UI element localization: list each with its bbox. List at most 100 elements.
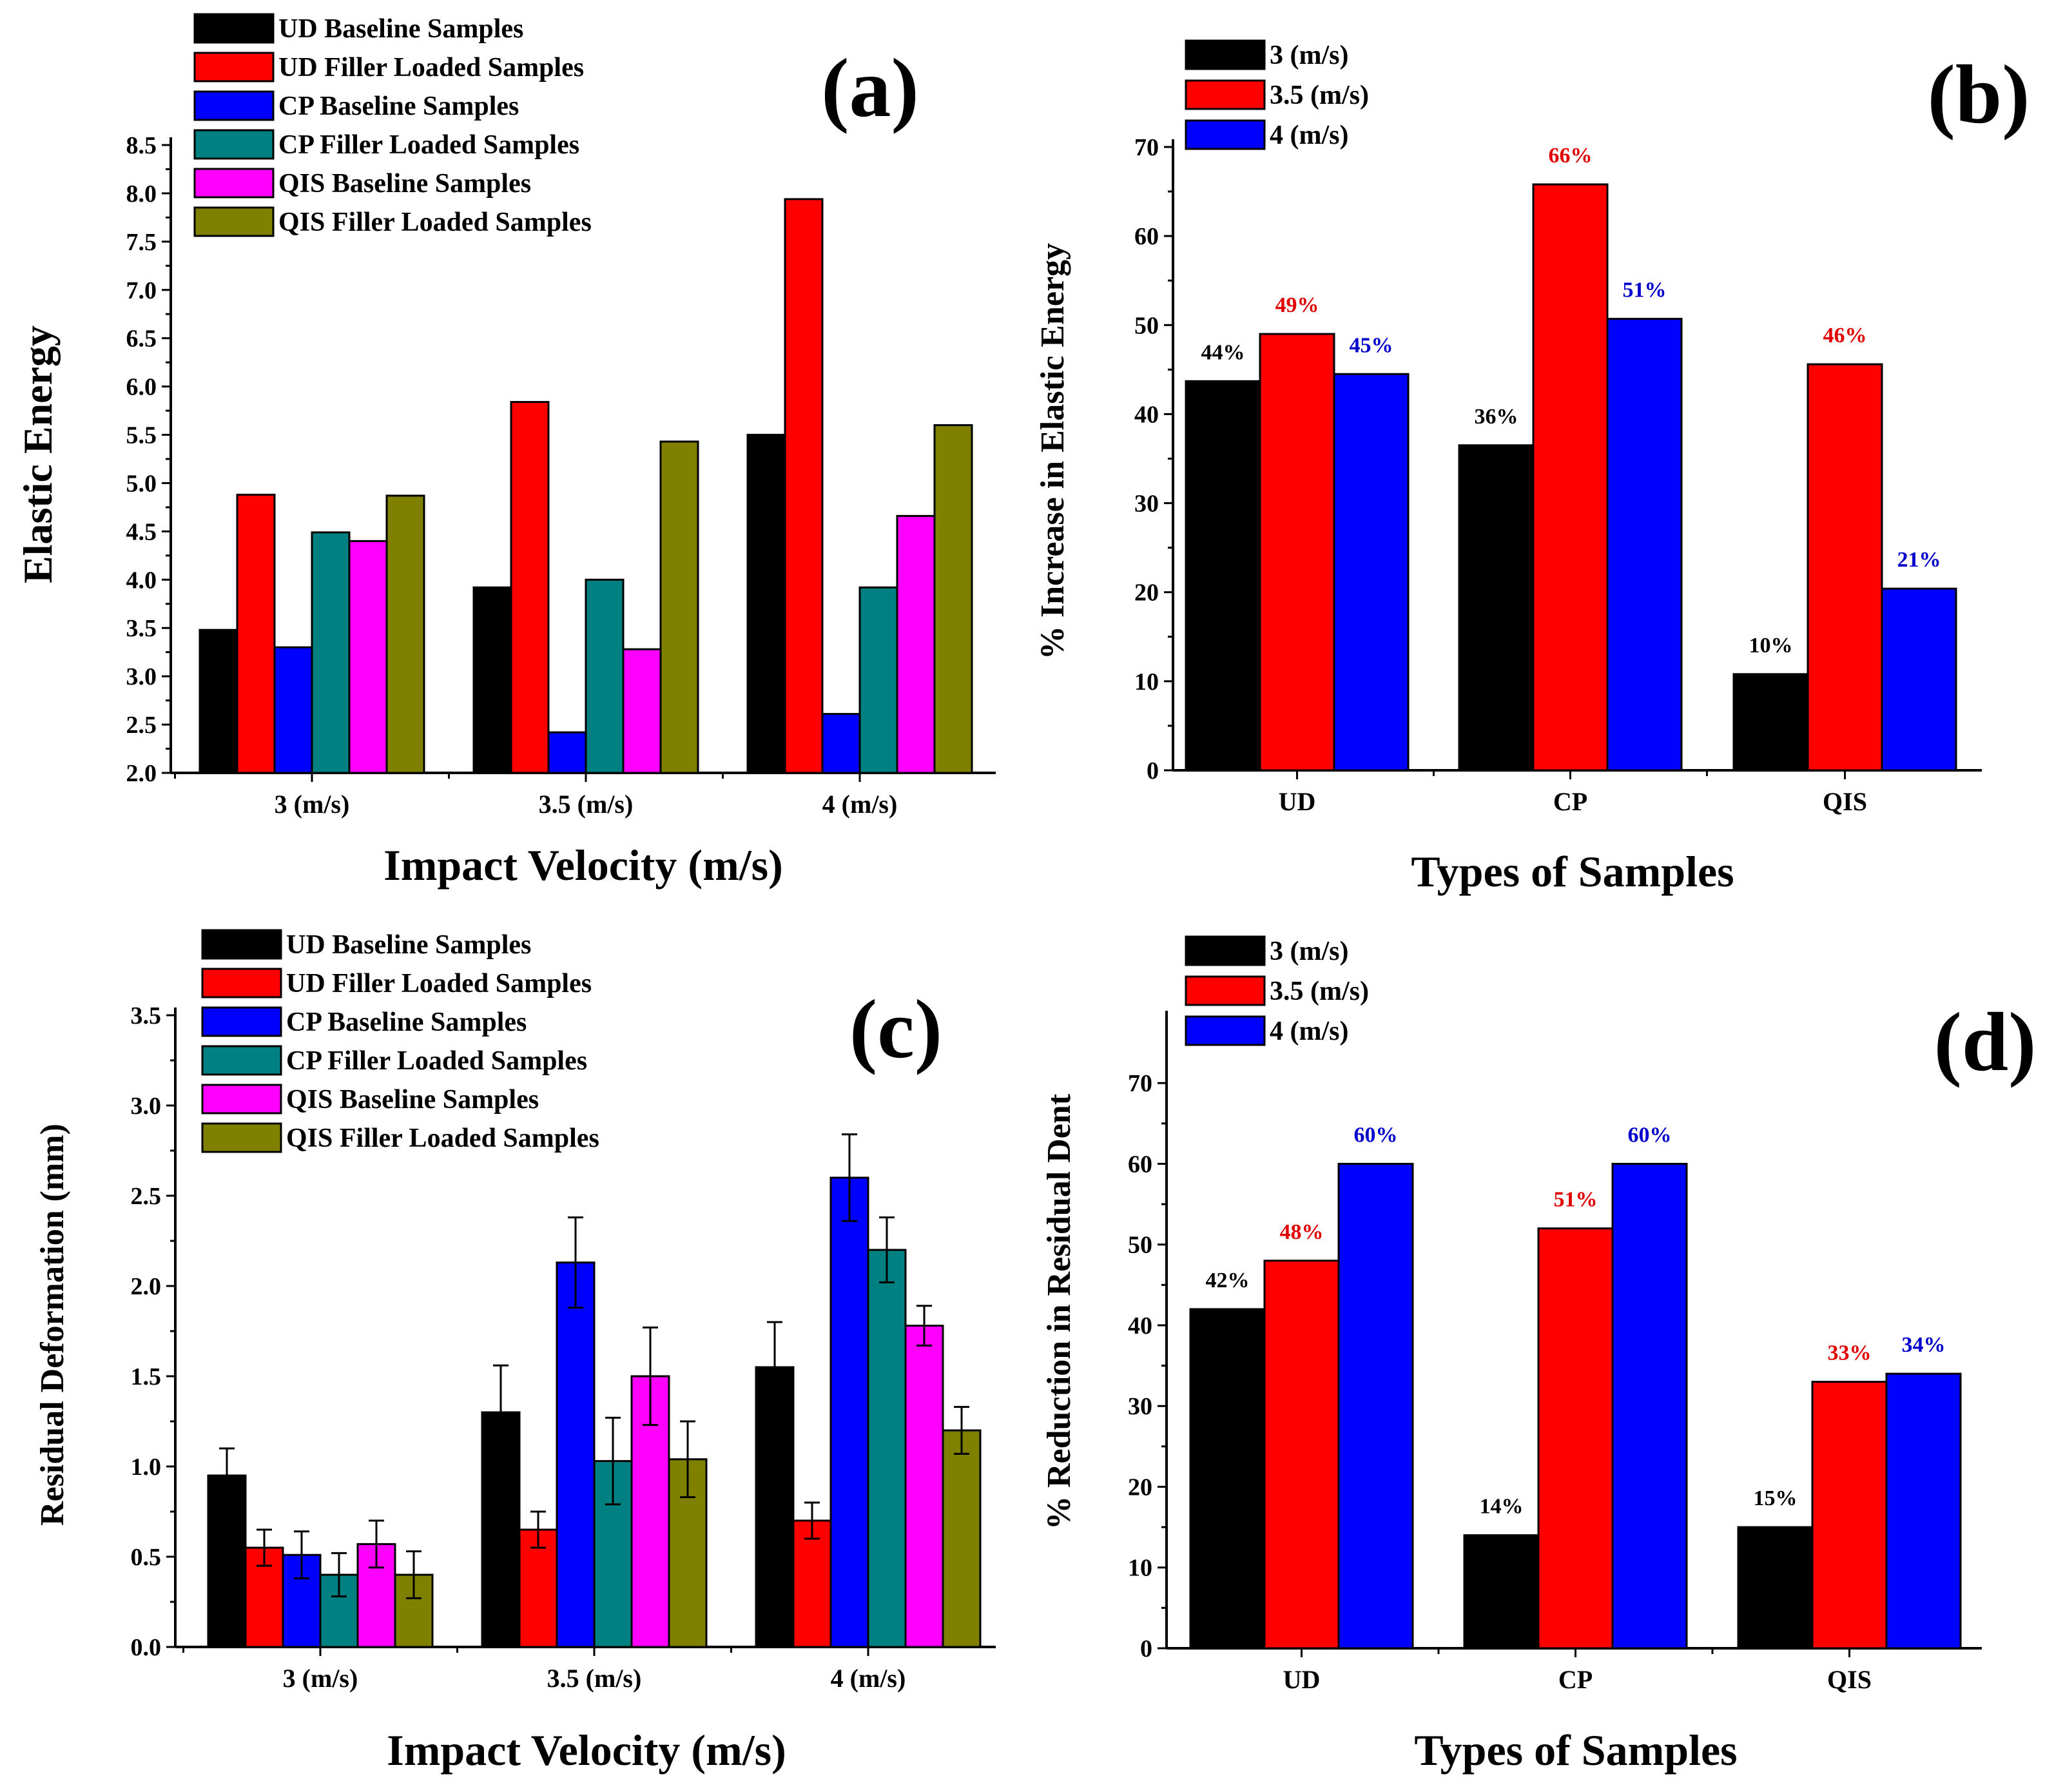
legend-swatch	[1185, 935, 1266, 966]
legend-swatch	[193, 90, 275, 121]
y-tick-label: 1.5	[131, 1363, 162, 1390]
x-category-label: 3 (m/s)	[283, 1664, 358, 1693]
bar-d-1-1	[1537, 1227, 1614, 1650]
data-label: 10%	[1749, 634, 1793, 657]
y-tick-label: 70	[1128, 1070, 1152, 1097]
y-tick-label: 2.0	[126, 760, 157, 787]
y-tick-label: 7.5	[126, 229, 157, 256]
legend-swatch	[193, 52, 275, 83]
legend: 3 (m/s) 3.5 (m/s) 4 (m/s)	[1185, 39, 1369, 150]
y-tick-label: 5.5	[126, 422, 157, 449]
legend-item-label: 4 (m/s)	[1270, 1017, 1348, 1046]
bar-c-1-2	[556, 1261, 596, 1648]
x-category-label: UD	[1283, 1665, 1321, 1694]
legend-swatch	[201, 1122, 282, 1153]
bar-c-0-3	[319, 1573, 359, 1648]
bar-b-1-0	[1458, 444, 1535, 772]
x-axis-title: Types of Samples	[1411, 847, 1734, 896]
bar-d-2-1	[1811, 1381, 1888, 1650]
bar-a-1-1	[510, 401, 550, 774]
legend-item-label: QIS Filler Loaded Samples	[278, 208, 592, 237]
y-tick-label: 5.0	[126, 470, 157, 497]
bar-a-2-5	[933, 424, 973, 774]
y-tick-label: 10	[1128, 1555, 1152, 1582]
y-tick-label: 3.5	[131, 1002, 162, 1029]
legend-swatch	[193, 206, 275, 237]
legend-item-label: QIS Baseline Samples	[278, 169, 531, 199]
panel-a-elastic-energy-chart: 2.0 2.5 3.0 3.5 4.0 4.5 5.0 5.5 6.0 6.5 7.0 7.5 8.0 8…	[15, 13, 996, 890]
x-category-label: 3.5 (m/s)	[547, 1664, 642, 1693]
y-tick-label: 70	[1134, 134, 1159, 161]
bar-d-0-1	[1263, 1260, 1340, 1650]
y-tick-label: 2.5	[126, 712, 157, 739]
legend-item-label: 3.5 (m/s)	[1270, 81, 1369, 110]
bar-b-0-2	[1333, 373, 1410, 772]
legend-swatch	[201, 929, 282, 960]
data-label: 60%	[1628, 1123, 1672, 1147]
legend-swatch	[1185, 975, 1266, 1006]
y-tick-label: 8.0	[126, 180, 157, 208]
bar-a-2-0	[746, 434, 786, 774]
legend-item-label: QIS Baseline Samples	[286, 1085, 539, 1115]
data-label: 66%	[1549, 144, 1593, 168]
x-category-label: UD	[1279, 787, 1316, 816]
bar-b-2-2	[1881, 587, 1957, 772]
panel-label: (a)	[821, 42, 919, 135]
legend: UD Baseline Samples UD Filler Loaded Samp…	[193, 13, 592, 237]
bar-a-0-2	[273, 646, 313, 774]
data-label: 36%	[1475, 405, 1518, 429]
legend-item-label: CP Baseline Samples	[286, 1008, 527, 1037]
data-label: 51%	[1623, 278, 1667, 302]
legend-swatch	[193, 168, 275, 199]
y-tick-label: 7.0	[126, 277, 157, 304]
x-category-label: 3.5 (m/s)	[539, 790, 634, 819]
x-category-label: QIS	[1827, 1665, 1872, 1694]
legend-item-label: 3 (m/s)	[1270, 937, 1348, 966]
y-tick-label: 30	[1128, 1393, 1152, 1420]
panel-d-reduction-residual-dent-chart: 0 10 20 30 40 50 60 70 42% 48% 60% UD 14% 51% 60% CP 15%…	[1041, 935, 2036, 1775]
bar-c-2-4	[904, 1325, 944, 1648]
data-label: 33%	[1828, 1341, 1872, 1365]
data-label: 48%	[1280, 1220, 1324, 1244]
bar-c-2-3	[867, 1249, 907, 1648]
bar-a-1-5	[659, 440, 699, 774]
bar-a-0-5	[385, 494, 425, 774]
x-category-label: 4 (m/s)	[822, 790, 898, 819]
y-tick-label: 60	[1134, 223, 1159, 250]
y-tick-label: 0.0	[131, 1634, 162, 1661]
legend-item-label: 4 (m/s)	[1270, 121, 1348, 150]
legend-item-label: UD Baseline Samples	[286, 930, 531, 960]
legend-item-label: CP Filler Loaded Samples	[278, 130, 579, 160]
bar-a-0-0	[199, 628, 238, 774]
legend-swatch	[1185, 79, 1266, 110]
y-tick-label: 60	[1128, 1151, 1152, 1178]
legend-item-label: UD Filler Loaded Samples	[286, 969, 592, 998]
data-label: 42%	[1206, 1269, 1250, 1292]
legend-item-label: QIS Filler Loaded Samples	[286, 1124, 599, 1153]
y-tick-label: 8.5	[126, 132, 157, 159]
bar-c-2-5	[942, 1429, 982, 1648]
y-tick-label: 3.0	[131, 1093, 162, 1120]
bar-c-2-0	[755, 1366, 795, 1648]
legend-item-label: 3.5 (m/s)	[1270, 977, 1369, 1006]
y-tick-label: 1.0	[131, 1454, 162, 1481]
bar-a-2-3	[858, 586, 898, 774]
y-tick-label: 3.5	[126, 615, 157, 642]
panel-b-increase-elastic-energy-chart: 0 10 20 30 40 50 60 70 44% 49% 45% UD 36% 66% 51% CP 10%…	[1034, 39, 2030, 896]
data-label: 15%	[1754, 1486, 1798, 1510]
y-tick-label: 50	[1128, 1232, 1152, 1259]
bar-b-0-1	[1259, 333, 1335, 772]
bar-d-0-0	[1189, 1308, 1266, 1650]
legend-swatch	[1185, 39, 1266, 70]
data-label: 34%	[1902, 1333, 1946, 1357]
legend-swatch	[193, 13, 275, 44]
bar-d-2-0	[1737, 1526, 1814, 1650]
y-tick-label: 20	[1134, 579, 1159, 607]
y-tick-label: 2.5	[131, 1183, 162, 1210]
bar-b-2-1	[1807, 363, 1883, 772]
y-axis-title: Residual Deformation (mm)	[34, 1124, 71, 1526]
y-axis-title: % Increase in Elastic Energy	[1034, 243, 1071, 659]
y-tick-label: 4.5	[126, 518, 157, 545]
bar-a-2-2	[821, 713, 861, 774]
